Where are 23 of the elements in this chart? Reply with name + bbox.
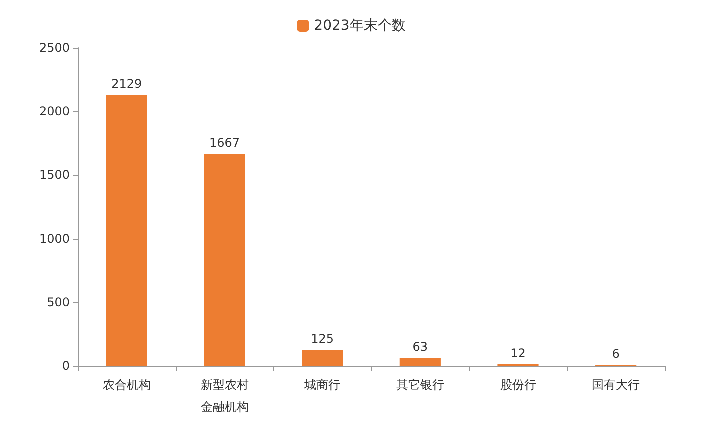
y-tick-label: 2500 bbox=[39, 41, 70, 55]
data-label: 6 bbox=[612, 347, 620, 362]
y-tick-label: 1500 bbox=[39, 168, 70, 182]
x-tick-label: 其它银行 bbox=[396, 378, 444, 392]
data-label: 1667 bbox=[209, 136, 240, 150]
x-tick-label: 城商行 bbox=[304, 378, 341, 392]
data-label: 63 bbox=[412, 340, 428, 354]
x-tick-label: 新型农村金融机构 bbox=[200, 378, 249, 414]
legend-label: 2023年末个数 bbox=[314, 18, 406, 34]
bar bbox=[204, 154, 246, 366]
bar bbox=[302, 350, 344, 366]
x-tick-label: 股份行 bbox=[500, 378, 536, 392]
y-tick-label: 1000 bbox=[39, 232, 70, 246]
y-tick-label: 2000 bbox=[39, 104, 70, 119]
data-label: 125 bbox=[311, 332, 334, 346]
data-label: 2129 bbox=[112, 77, 142, 92]
x-tick-label: 农合机构 bbox=[102, 378, 151, 392]
bar bbox=[400, 358, 441, 366]
bar bbox=[106, 95, 148, 366]
data-label: 12 bbox=[510, 346, 526, 360]
y-tick-label: 0 bbox=[62, 359, 70, 373]
y-tick-label: 500 bbox=[47, 295, 70, 310]
x-tick-label: 国有大行 bbox=[592, 378, 640, 392]
